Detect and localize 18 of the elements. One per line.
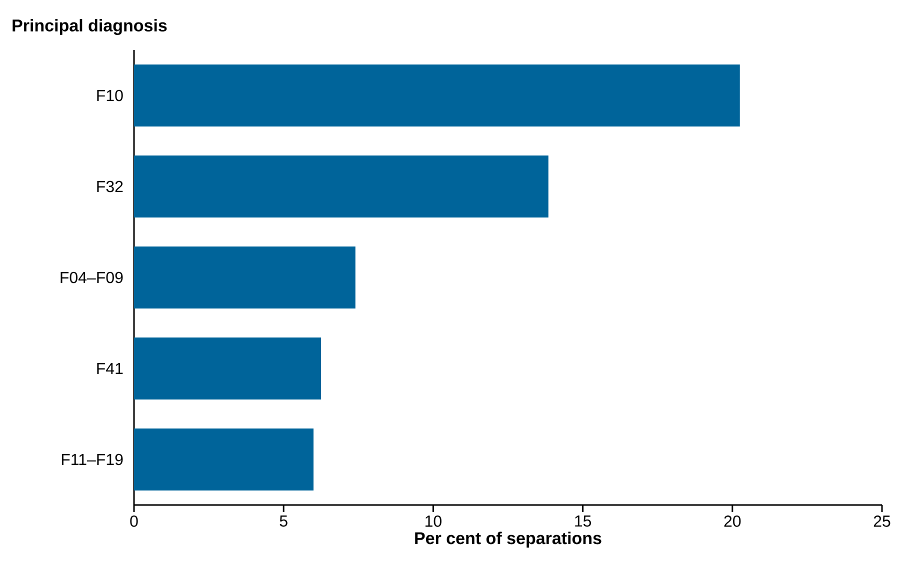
y-tick-label: F04–F09 [60,272,123,284]
bar [134,428,314,490]
x-tick-label: 0 [130,516,138,527]
x-axis-title: Per cent of separations [415,532,602,548]
y-tick-label: F11–F19 [62,454,123,466]
x-tick-label: 15 [575,516,592,527]
x-tick-label: 25 [874,516,890,527]
bar [134,64,740,126]
bar [134,337,322,400]
bar [134,246,356,308]
x-tick-label: 20 [724,516,741,527]
y-tick-label: F10 [97,90,123,102]
y-tick-label: F32 [97,180,123,192]
x-tick-label: 10 [426,516,442,527]
y-axis-title: Principal diagnosis [12,19,167,35]
bar [134,156,548,218]
y-tick-label: F41 [97,362,123,374]
x-tick-label: 5 [280,516,288,527]
